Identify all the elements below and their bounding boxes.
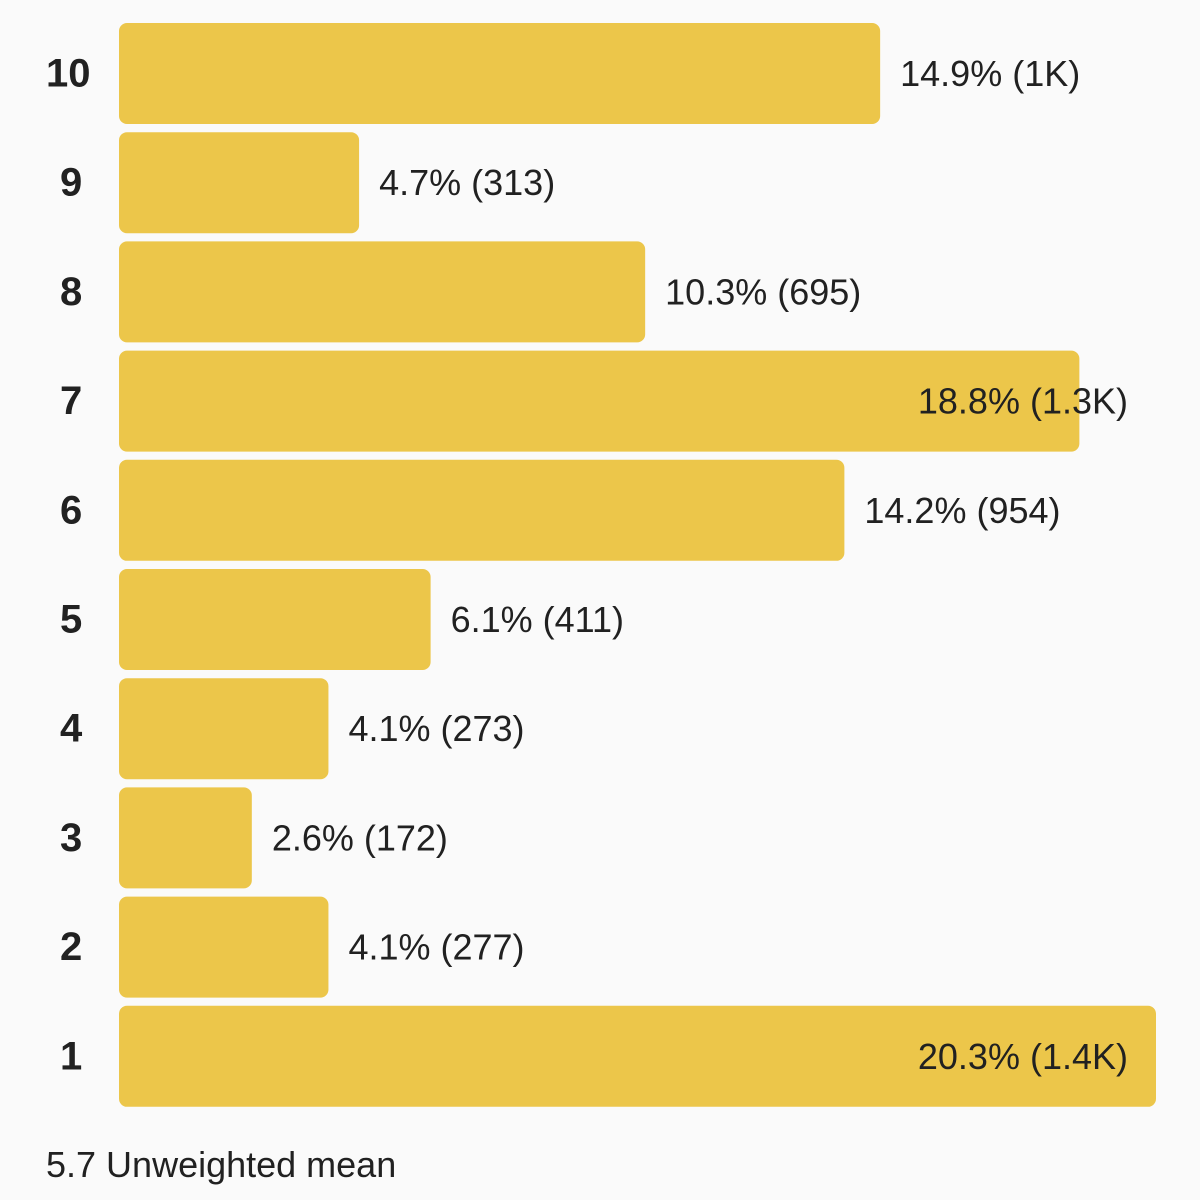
bar-2 [119, 896, 329, 998]
category-label-9: 9 [60, 161, 82, 205]
category-label-7: 7 [60, 379, 82, 423]
category-label-1: 1 [60, 1034, 82, 1078]
value-label-2: 4.1% (277) [348, 927, 524, 968]
category-label-3: 3 [60, 816, 82, 860]
value-label-7: 18.8% (1.3K) [918, 381, 1128, 422]
bar-8 [119, 241, 646, 343]
category-label-6: 6 [60, 488, 82, 532]
bar-6 [119, 459, 845, 561]
value-label-6: 14.2% (954) [864, 490, 1060, 531]
category-label-10: 10 [46, 52, 91, 96]
value-label-4: 4.1% (273) [348, 708, 524, 749]
rating-distribution-chart: 10 14.9% (1K) 9 4.7% (313) 8 10.3% (695) 7 18.8… [46, 23, 1156, 1107]
value-label-5: 6.1% (411) [451, 599, 624, 640]
unweighted-mean-label: 5.7 Unweighted mean [46, 1144, 397, 1185]
bar-5 [119, 569, 431, 670]
bar-4 [119, 678, 329, 780]
value-label-8: 10.3% (695) [665, 271, 861, 312]
value-label-3: 2.6% (172) [272, 817, 448, 858]
value-label-9: 4.7% (313) [379, 162, 555, 203]
category-label-4: 4 [60, 707, 83, 751]
bar-7 [119, 350, 1080, 452]
value-label-1: 20.3% (1.4K) [918, 1036, 1128, 1077]
bar-1 [119, 1005, 1156, 1107]
bar-10 [119, 23, 881, 124]
bar-9 [119, 132, 360, 234]
value-label-10: 14.9% (1K) [900, 53, 1080, 94]
category-label-2: 2 [60, 925, 82, 969]
category-label-8: 8 [60, 270, 82, 314]
bar-3 [119, 787, 252, 889]
category-label-5: 5 [60, 598, 82, 642]
